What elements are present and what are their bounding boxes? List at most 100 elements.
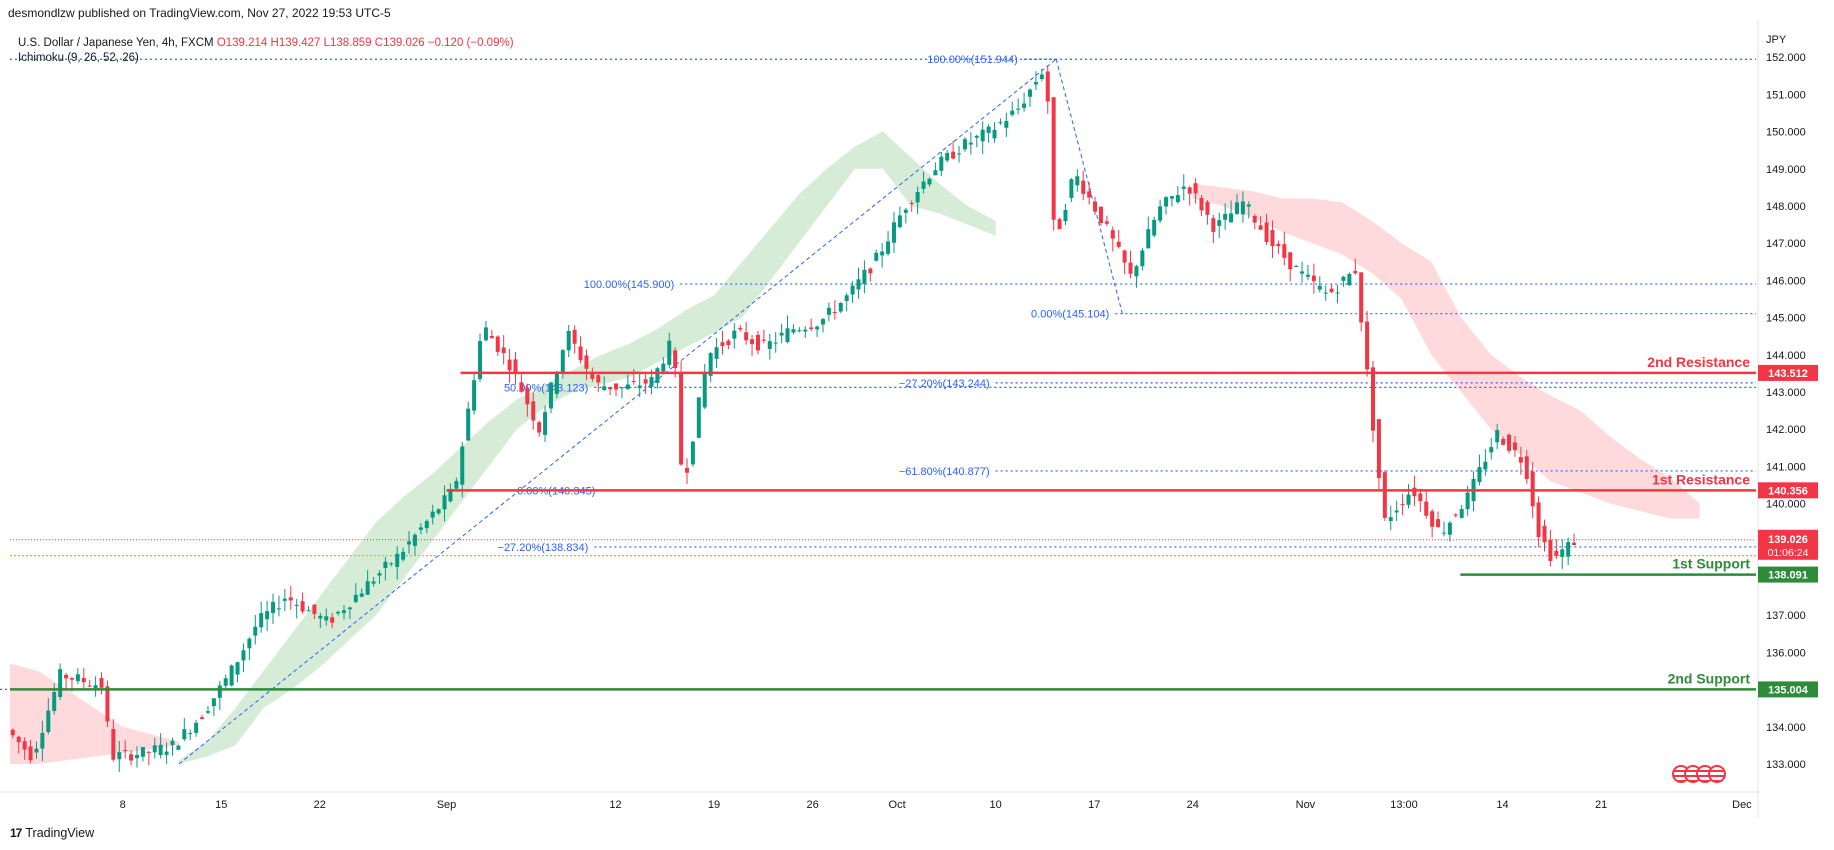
candle-body <box>312 604 317 615</box>
candle-body <box>353 594 358 602</box>
candle-body <box>761 339 766 341</box>
candle-body <box>1406 494 1411 505</box>
candle-body <box>442 495 447 510</box>
y-tick-label: 134.000 <box>1766 722 1806 734</box>
candle-body <box>1353 271 1358 274</box>
level-price-value: 143.512 <box>1768 368 1808 380</box>
candle-body <box>1158 206 1163 221</box>
ohlc-change: −0.120 (−0.09%) <box>427 37 514 49</box>
candle-body <box>738 327 743 330</box>
candle-body <box>625 384 630 389</box>
candle-body <box>401 551 406 560</box>
candle-body <box>28 746 33 761</box>
y-tick-label: 137.000 <box>1766 610 1806 622</box>
candle-body <box>702 371 707 408</box>
x-tick-label: 8 <box>120 799 126 811</box>
y-tick-label: 149.000 <box>1766 164 1806 176</box>
candle-body <box>1459 509 1464 518</box>
candle-body <box>1175 195 1180 203</box>
candle-body <box>489 336 494 339</box>
candle-body <box>501 347 506 354</box>
candle-body <box>602 386 607 391</box>
candle-body <box>1122 250 1127 263</box>
candle-body <box>1317 285 1322 290</box>
candle-body <box>744 332 749 341</box>
candle-body <box>460 446 465 485</box>
candle-body <box>1566 542 1571 557</box>
level-name: 2nd Resistance <box>1647 354 1750 370</box>
level-price-value: 135.004 <box>1768 684 1809 696</box>
x-tick-label: 13:00 <box>1390 799 1418 811</box>
candle-body <box>886 241 891 254</box>
candle-body <box>1211 218 1216 232</box>
candle-body <box>152 745 157 753</box>
candle-body <box>1483 461 1488 470</box>
candle-body <box>1388 517 1393 521</box>
y-tick-label: 144.000 <box>1766 350 1806 362</box>
cloud-bullish <box>178 447 461 764</box>
candle-body <box>1376 419 1381 479</box>
candle-body <box>649 377 654 387</box>
candle-body <box>1359 272 1364 323</box>
candle-body <box>1110 230 1115 239</box>
candle-body <box>903 209 908 213</box>
candle-body <box>140 747 145 757</box>
candle-body <box>229 665 234 686</box>
candle-body <box>318 615 323 619</box>
candle-body <box>850 285 855 295</box>
candle-body <box>1436 519 1441 528</box>
candle-body <box>1152 219 1157 236</box>
candle-body <box>608 387 613 390</box>
candle-body <box>856 279 861 290</box>
candle-body <box>543 412 548 435</box>
candle-body <box>111 728 116 760</box>
candle-body <box>655 368 660 383</box>
candle-body <box>1087 191 1092 198</box>
level-name: 2nd Support <box>1668 670 1751 686</box>
candle-body <box>123 750 128 752</box>
candle-body <box>288 597 293 601</box>
candle-body <box>1371 367 1376 431</box>
candle-body <box>235 662 240 675</box>
symbol-name[interactable]: U.S. Dollar / Japanese Yen, 4h, FXCM <box>18 37 214 49</box>
candle-body <box>93 685 98 689</box>
us-flag-icon[interactable] <box>1708 765 1726 783</box>
y-tick-label: 146.000 <box>1766 275 1806 287</box>
candle-body <box>1016 108 1021 110</box>
candle-body <box>170 740 175 745</box>
fib-trend-line <box>1055 59 1123 314</box>
event-flags[interactable] <box>1672 765 1726 783</box>
y-tick-label: 148.000 <box>1766 201 1806 213</box>
candle-body <box>259 613 264 628</box>
y-tick-label: 133.000 <box>1766 759 1806 771</box>
candle-body <box>750 339 755 345</box>
y-tick-label: 136.000 <box>1766 647 1806 659</box>
y-tick-label: 141.000 <box>1766 461 1806 473</box>
candle-body <box>619 387 624 389</box>
candle-body <box>1098 206 1103 224</box>
candle-body <box>945 152 950 161</box>
candle-body <box>1465 492 1470 510</box>
candle-body <box>164 751 169 755</box>
candle-body <box>1341 276 1346 281</box>
candle-body <box>732 330 737 339</box>
candle-body <box>383 561 388 569</box>
candle-body <box>81 677 86 683</box>
axis-currency: JPY <box>1766 34 1787 46</box>
candle-body <box>1418 493 1423 502</box>
indicator-ichimoku[interactable]: Ichimoku (9, 26, 52, 26) <box>18 52 139 64</box>
candle-body <box>720 342 725 346</box>
candle-body <box>1134 266 1139 277</box>
fib-level-label: 100.00%(145.900) <box>584 279 675 291</box>
fib-level-label: 0.00%(140.345) <box>517 486 595 498</box>
candle-body <box>507 359 512 371</box>
candle-body <box>407 541 412 545</box>
candle-body <box>282 598 287 601</box>
candle-body <box>1270 229 1275 247</box>
candle-body <box>1572 542 1577 546</box>
candle-body <box>921 181 926 189</box>
level-price-tag <box>1758 566 1818 583</box>
candle-body <box>135 755 140 759</box>
candle-body <box>1477 467 1482 483</box>
